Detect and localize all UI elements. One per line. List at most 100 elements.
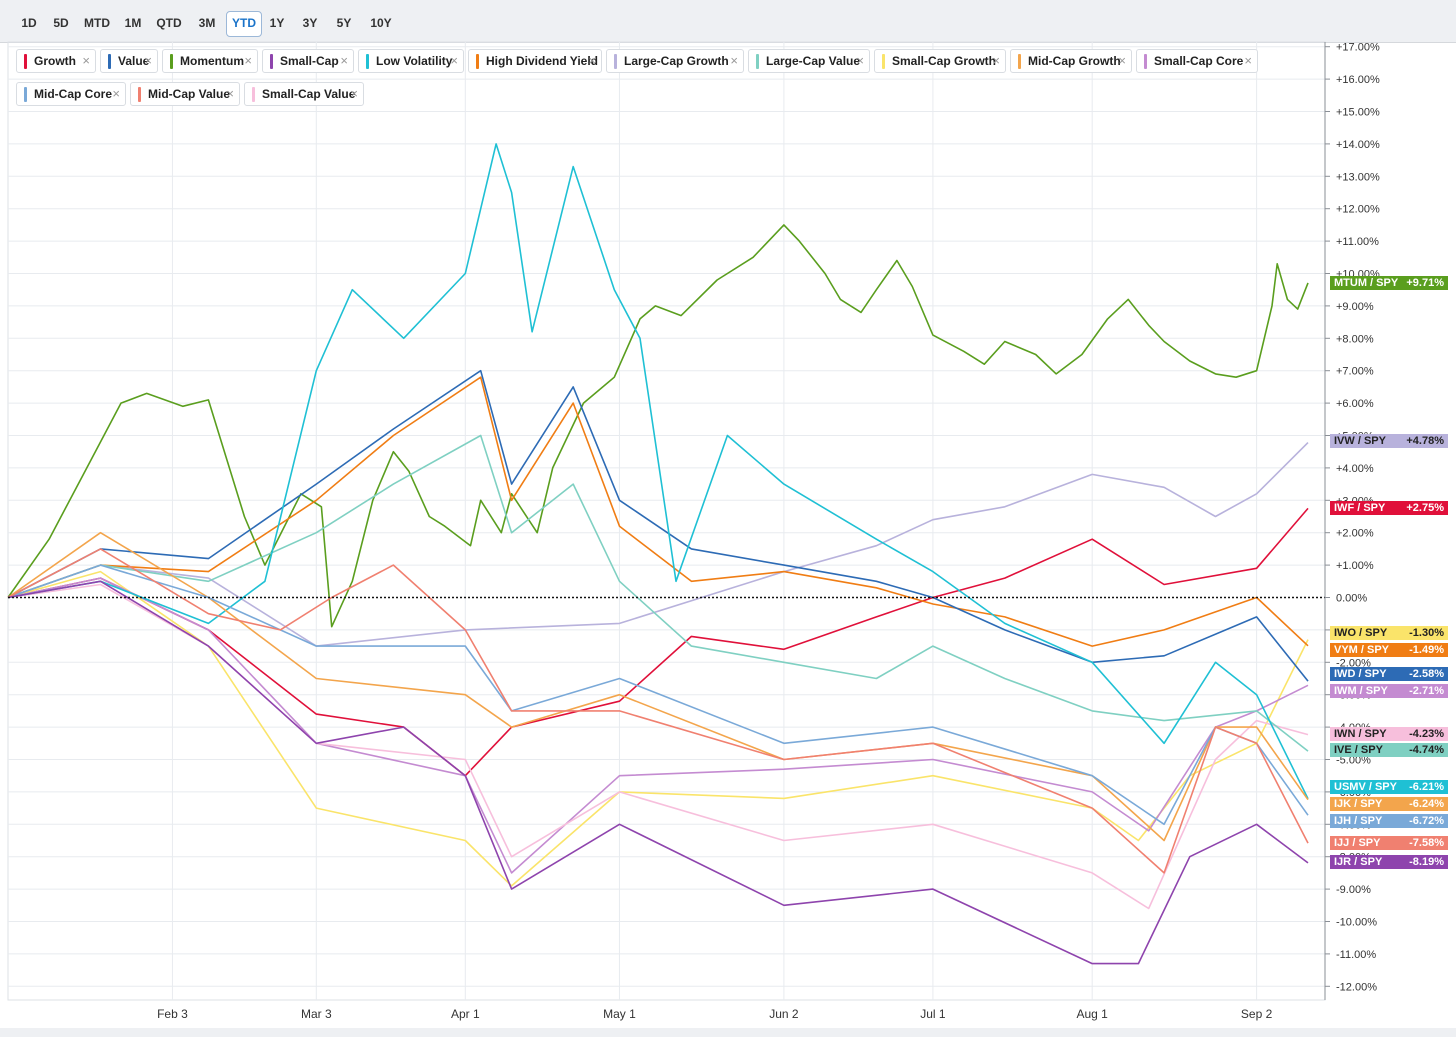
end-label-value: -2.71%: [1409, 685, 1444, 697]
close-icon[interactable]: ×: [1244, 53, 1252, 68]
close-icon[interactable]: ×: [992, 53, 1000, 68]
legend-item-momentum[interactable]: Momentum ×: [162, 49, 258, 73]
range-button-3y[interactable]: 3Y: [302, 16, 318, 30]
range-button-1y[interactable]: 1Y: [269, 16, 285, 30]
legend-label: Small-Cap Value: [262, 87, 356, 101]
close-icon[interactable]: ×: [588, 53, 596, 68]
end-label-value: -6.72%: [1409, 815, 1444, 827]
close-icon[interactable]: ×: [350, 86, 358, 101]
end-label-iwm: IWM / SPY -2.71%: [1330, 684, 1448, 698]
legend-item-small-cap-core[interactable]: Small-Cap Core ×: [1136, 49, 1258, 73]
legend-item-growth[interactable]: Growth ×: [16, 49, 96, 73]
end-label-value: -6.24%: [1409, 798, 1444, 810]
y-tick-label: +17.00%: [1336, 42, 1380, 54]
legend-color-swatch: [614, 54, 617, 69]
range-button-10y[interactable]: 10Y: [370, 16, 392, 30]
axis-layer: +17.00% +16.00% +15.00% +14.00% +13.00% +12.0…: [157, 42, 1380, 1021]
series-line-growth: [7, 507, 1309, 777]
legend-label: Growth: [34, 54, 76, 68]
legend-color-swatch: [108, 54, 111, 69]
legend-item-mid-cap-value[interactable]: Mid-Cap Value ×: [130, 82, 240, 106]
end-label-value: -1.49%: [1409, 644, 1444, 656]
end-label-ijk: IJK / SPY -6.24%: [1330, 797, 1448, 811]
series-line-small-cap-growth: [7, 570, 1309, 887]
legend-label: Momentum: [180, 54, 244, 68]
legend-item-small-cap-growth[interactable]: Small-Cap Growth ×: [874, 49, 1006, 73]
range-button-3m[interactable]: 3M: [198, 16, 216, 30]
range-button-5d[interactable]: 5D: [53, 16, 69, 30]
end-label-ticker: VYM / SPY: [1334, 644, 1390, 656]
y-tick-label: +9.00%: [1336, 301, 1374, 313]
range-button-mtd[interactable]: MTD: [84, 16, 110, 30]
series-line-low-volatility: [7, 143, 1309, 800]
end-label-value: -4.23%: [1409, 728, 1444, 740]
legend-item-high-dividend-yield[interactable]: High Dividend Yield ×: [468, 49, 602, 73]
legend-label: Low Volatility: [376, 54, 453, 68]
end-label-iwf: IWF / SPY +2.75%: [1330, 501, 1448, 515]
y-tick-label: +11.00%: [1336, 236, 1379, 248]
y-tick-label: -2.00%: [1336, 657, 1371, 669]
y-tick-label: +12.00%: [1336, 204, 1380, 216]
close-icon[interactable]: ×: [856, 53, 864, 68]
close-icon[interactable]: ×: [82, 53, 90, 68]
legend-item-small-cap-value[interactable]: Small-Cap Value ×: [244, 82, 364, 106]
series-line-small-cap: [7, 580, 1309, 965]
close-icon[interactable]: ×: [244, 53, 252, 68]
legend-color-swatch: [756, 54, 759, 69]
end-label-iwd: IWD / SPY -2.58%: [1330, 667, 1448, 681]
y-tick-label: -11.00%: [1336, 949, 1376, 961]
y-tick-label: +14.00%: [1336, 139, 1380, 151]
end-label-ijj: IJJ / SPY -7.58%: [1330, 836, 1448, 850]
grid-lines: [7, 41, 1326, 1001]
y-tick-label: -9.00%: [1336, 884, 1371, 896]
legend-item-large-cap-value[interactable]: Large-Cap Value ×: [748, 49, 870, 73]
end-label-vym: VYM / SPY -1.49%: [1330, 643, 1448, 657]
close-icon[interactable]: ×: [226, 86, 234, 101]
y-tick-label: +7.00%: [1336, 366, 1374, 378]
x-tick-label: May 1: [603, 1007, 636, 1021]
range-button-ytd[interactable]: YTD: [226, 11, 262, 37]
range-button-1d[interactable]: 1D: [21, 16, 37, 30]
y-tick-label: -5.00%: [1336, 755, 1371, 767]
end-label-ticker: IJK / SPY: [1334, 798, 1383, 810]
end-label-ticker: IWF / SPY: [1334, 502, 1386, 514]
legend-color-swatch: [476, 54, 479, 69]
y-tick-label: +6.00%: [1336, 398, 1374, 410]
end-label-ive: IVE / SPY -4.74%: [1330, 743, 1448, 757]
legend-item-value[interactable]: Value ×: [100, 49, 158, 73]
end-label-value: +4.78%: [1406, 435, 1444, 447]
legend-label: Small-Cap Growth: [892, 54, 997, 68]
legend-item-mid-cap-core[interactable]: Mid-Cap Core ×: [16, 82, 126, 106]
end-label-ijr: IJR / SPY -8.19%: [1330, 855, 1448, 869]
close-icon[interactable]: ×: [112, 86, 120, 101]
range-button-5y[interactable]: 5Y: [336, 16, 352, 30]
legend-color-swatch: [170, 54, 173, 69]
y-tick-label: +2.00%: [1336, 528, 1374, 540]
range-toolbar: 1D 5D MTD 1M QTD 3M YTD 1Y 3Y 5Y 10Y: [0, 0, 1456, 43]
series-line-mid-cap-value: [7, 548, 1309, 874]
y-tick-label: +15.00%: [1336, 107, 1380, 119]
end-label-value: -1.30%: [1409, 627, 1444, 639]
legend-item-small-cap[interactable]: Small-Cap ×: [262, 49, 354, 73]
close-icon[interactable]: ×: [1118, 53, 1126, 68]
close-icon[interactable]: ×: [340, 53, 348, 68]
end-label-value: -2.58%: [1409, 668, 1444, 680]
end-label-ticker: IWN / SPY: [1334, 728, 1387, 740]
legend-item-low-volatility[interactable]: Low Volatility ×: [358, 49, 464, 73]
range-button-qtd[interactable]: QTD: [156, 16, 182, 30]
end-label-ticker: IJR / SPY: [1334, 856, 1383, 868]
close-icon[interactable]: ×: [450, 53, 458, 68]
legend-item-mid-cap-growth[interactable]: Mid-Cap Growth ×: [1010, 49, 1132, 73]
close-icon[interactable]: ×: [144, 53, 152, 68]
end-label-ticker: USMV / SPY: [1334, 781, 1397, 793]
end-label-ticker: IJH / SPY: [1334, 815, 1383, 827]
y-tick-label: 0.00%: [1336, 593, 1367, 605]
end-label-ticker: IWO / SPY: [1334, 627, 1388, 639]
end-label-value: -4.74%: [1409, 744, 1444, 756]
close-icon[interactable]: ×: [730, 53, 738, 68]
range-button-1m[interactable]: 1M: [124, 16, 142, 30]
legend-color-swatch: [24, 87, 27, 102]
legend-item-large-cap-growth[interactable]: Large-Cap Growth ×: [606, 49, 744, 73]
legend-color-swatch: [24, 54, 27, 69]
